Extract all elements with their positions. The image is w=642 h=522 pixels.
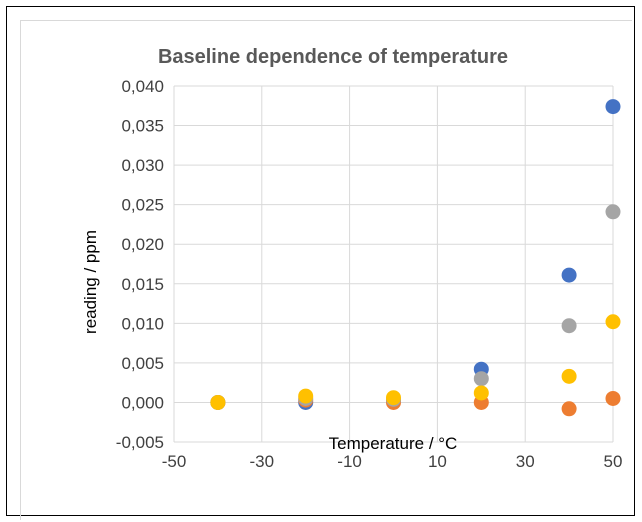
y-tick-label: 0,020	[121, 235, 164, 254]
data-point	[561, 368, 577, 384]
x-tick-label: 30	[516, 452, 535, 471]
x-tick-label: -30	[250, 452, 275, 471]
data-point	[605, 99, 621, 115]
chart-frame	[6, 6, 635, 516]
x-axis-ticks: -50 -30 -10 10 30 50	[162, 452, 623, 471]
chart-title: Baseline dependence of temperature	[158, 46, 508, 68]
y-axis-label: reading / ppm	[81, 230, 100, 334]
y-tick-label: -0,005	[116, 433, 164, 452]
data-point	[210, 394, 226, 410]
y-tick-label: 0,035	[121, 117, 164, 136]
x-tick-label: -50	[162, 452, 187, 471]
y-tick-label: 0,015	[121, 275, 164, 294]
y-tick-label: 0,030	[121, 156, 164, 175]
y-tick-label: 0,000	[121, 393, 164, 412]
data-point	[605, 204, 621, 220]
data-points	[210, 99, 621, 417]
data-point	[561, 267, 577, 283]
x-tick-label: 10	[428, 452, 447, 471]
y-axis-ticks: -0,005 0,000 0,005 0,010 0,015 0,020 0,025 0,03…	[116, 77, 164, 452]
chart-area-border	[20, 20, 632, 520]
y-tick-label: 0,005	[121, 354, 164, 373]
x-axis-label: Temperature / °C	[329, 434, 458, 453]
data-point	[473, 371, 489, 387]
data-point	[605, 314, 621, 330]
y-tick-label: 0,040	[121, 77, 164, 96]
x-tick-label: -10	[337, 452, 362, 471]
x-tick-label: 50	[604, 452, 623, 471]
y-tick-label: 0,025	[121, 196, 164, 215]
data-point	[561, 318, 577, 334]
data-point	[386, 390, 401, 406]
data-point	[473, 385, 489, 401]
y-tick-label: 0,010	[121, 314, 164, 333]
gridlines	[173, 85, 614, 443]
data-point	[561, 401, 577, 417]
data-point	[298, 388, 314, 404]
data-point	[605, 390, 621, 406]
